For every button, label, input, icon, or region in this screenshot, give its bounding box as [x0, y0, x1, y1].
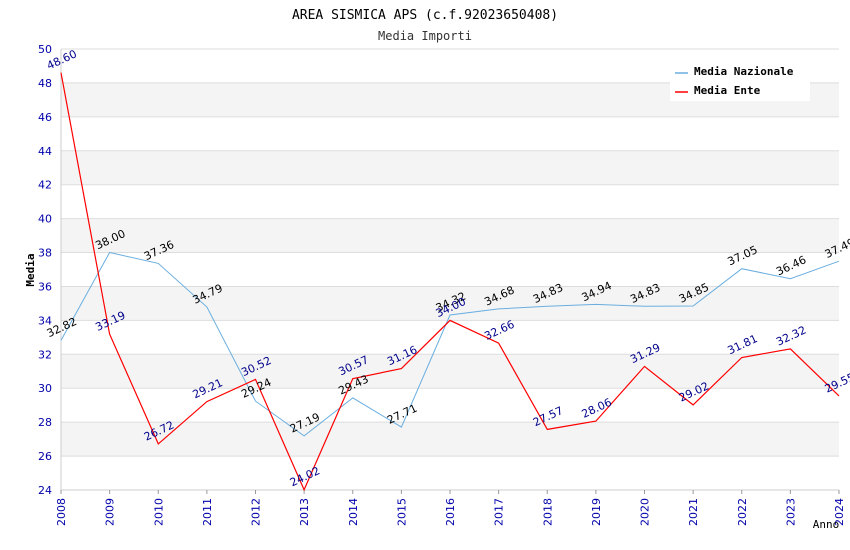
x-tick-label: 2013: [298, 498, 311, 526]
legend: Media Nazionale Media Ente: [670, 60, 810, 101]
y-tick-label: 38: [38, 247, 52, 260]
x-axis-label: Anno: [813, 518, 840, 531]
band: [61, 320, 839, 355]
x-tick-label: 2023: [784, 498, 797, 526]
y-tick-label: 40: [38, 213, 52, 226]
legend-label-media-nazionale: Media Nazionale: [694, 65, 794, 78]
y-axis-label: Media: [24, 253, 37, 286]
band: [61, 354, 839, 389]
y-tick-label: 36: [38, 280, 52, 293]
x-tick-label: 2014: [347, 498, 360, 526]
band: [61, 456, 839, 490]
y-tick-label: 46: [38, 111, 52, 124]
band: [61, 184, 839, 219]
grid-lines: [61, 48, 839, 491]
series-lines: [60, 72, 840, 492]
y-tick-label: 48: [38, 77, 52, 90]
x-tick-label: 2020: [639, 498, 652, 526]
x-tick-label: 2018: [541, 498, 554, 526]
band: [61, 388, 839, 423]
axes: 24 26 28 30 32 34 36 38 40 42 44 46 48 50 2008 2009 2010…: [38, 43, 846, 526]
y-tick-label: 44: [38, 145, 52, 158]
band: [61, 150, 839, 185]
y-tick-label: 30: [38, 382, 52, 395]
x-tick-label: 2011: [201, 498, 214, 526]
y-tick-label: 50: [38, 43, 52, 56]
y-tick-label: 32: [38, 348, 52, 361]
band: [61, 218, 839, 253]
x-tick-label: 2024: [833, 498, 846, 526]
x-tick-label: 2012: [250, 498, 263, 526]
series-line-media-nazionale: [60, 251, 840, 437]
y-tick-label: 28: [38, 416, 52, 429]
x-tick-label: 2019: [590, 498, 603, 526]
x-tick-label: 2010: [152, 498, 165, 526]
x-tick-label: 2009: [104, 498, 117, 526]
band: [61, 422, 839, 457]
y-tick-label: 24: [38, 484, 52, 497]
background-bands: [61, 49, 839, 490]
chart-title: AREA SISMICA APS (c.f.92023650408): [292, 8, 558, 23]
series-line-media-ente: [60, 72, 840, 492]
legend-background: [670, 60, 810, 101]
legend-label-media-ente: Media Ente: [694, 84, 761, 97]
x-tick-label: 2022: [736, 498, 749, 526]
x-tick-label: 2015: [395, 498, 408, 526]
x-tick-label: 2017: [493, 498, 506, 526]
y-tick-label: 26: [38, 450, 52, 463]
y-tick-label: 42: [38, 179, 52, 192]
y-tick-label: 34: [38, 314, 52, 327]
x-tick-label: 2008: [55, 498, 68, 526]
band: [61, 116, 839, 151]
x-tick-label: 2021: [687, 498, 700, 526]
chart-subtitle: Media Importi: [378, 29, 472, 43]
band: [61, 252, 839, 287]
x-tick-label: 2016: [444, 498, 457, 526]
